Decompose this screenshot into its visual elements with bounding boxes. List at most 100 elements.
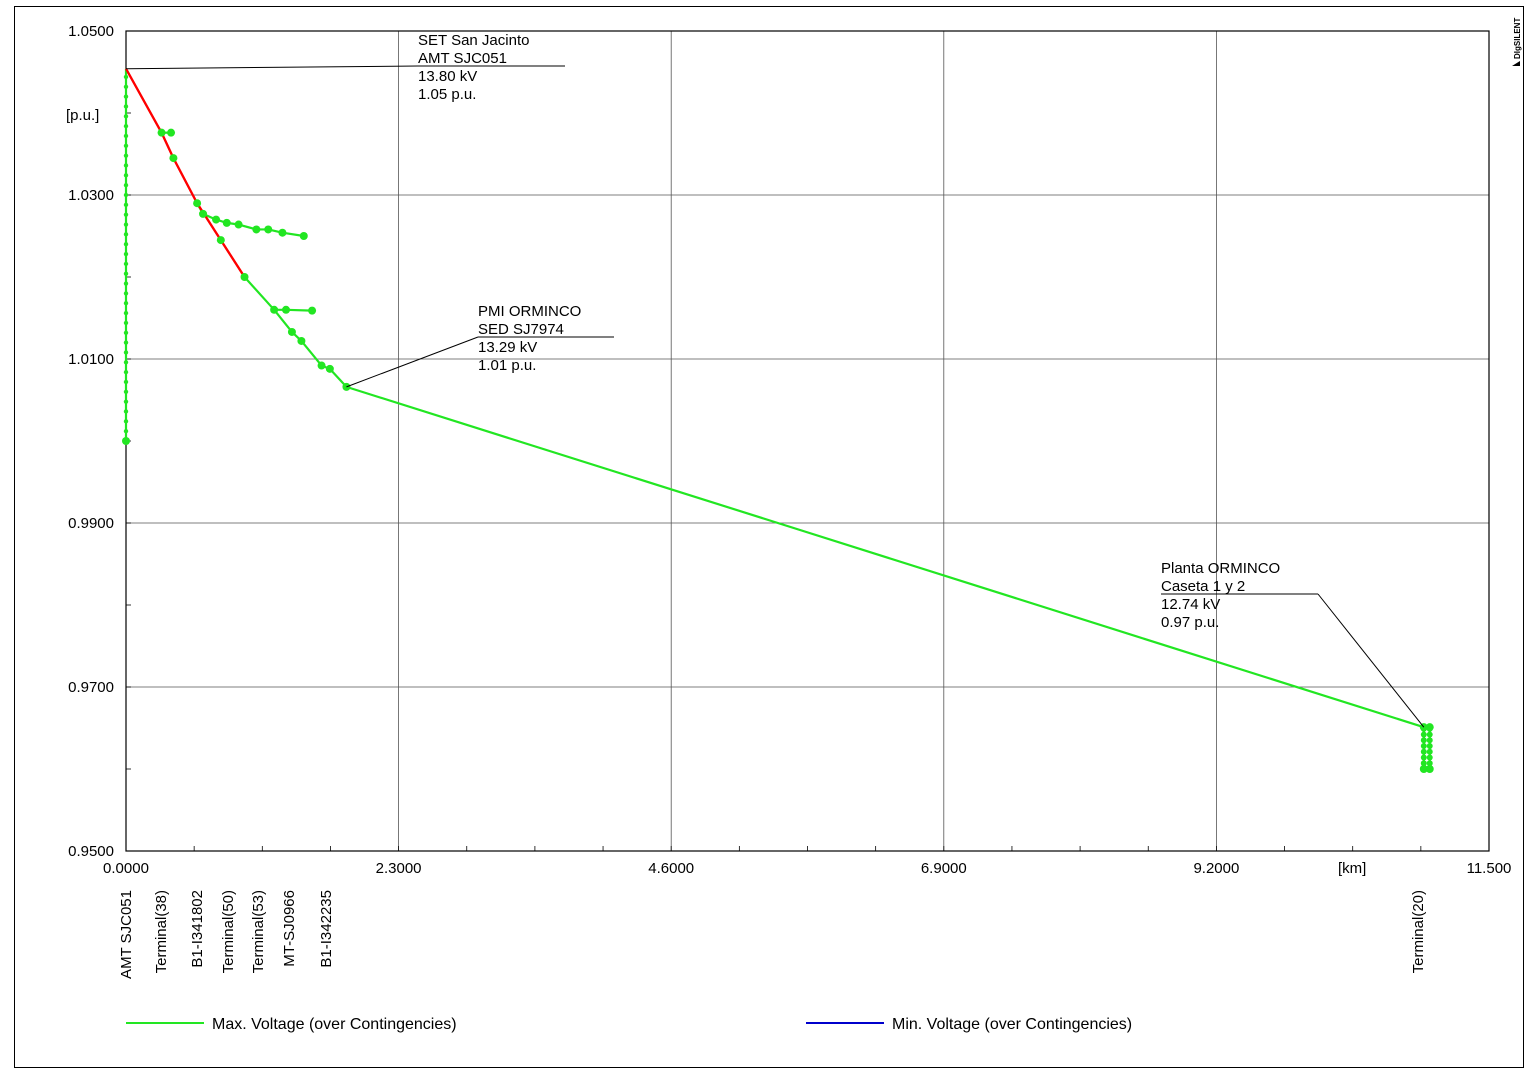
bus-marker-stack [1420,754,1427,761]
grid [126,31,1489,851]
annotation-leader-line [1317,593,1425,728]
branch-line [274,308,313,312]
data-point [282,305,291,314]
bus-marker-stack [123,399,129,404]
bus-marker-stack [123,320,129,326]
node-label: Terminal(20) [1410,890,1427,973]
bus-marker-stack [123,409,129,414]
bus-marker-stack [1426,760,1433,767]
bus-marker-stack [1420,731,1427,738]
axes: 0.0000 2.3000 4.6000 6.9000 9.2000 11.500 0.95… [68,23,1511,877]
data-point [122,437,130,445]
y-tick-label: 0.9900 [68,515,114,532]
bus-marker-stack [123,389,129,394]
x-tick-label: 2.3000 [376,860,422,877]
x-tick-label: 11.500 [1467,860,1512,877]
data-point [167,128,176,137]
annotation-text: AMT SJC051 [418,50,507,67]
annotation-text: 1.05 p.u. [418,86,476,103]
bus-marker-stack [123,330,129,335]
bus-marker-stack [123,104,129,109]
node-label: B1-I341802 [189,890,206,968]
bus-marker-stack [1426,748,1433,755]
bus-marker-stack [123,379,129,385]
data-point [240,273,249,281]
annotation-text: PMI ORMINCO [478,303,581,320]
bus-marker-stack [123,163,129,168]
data-point [216,236,225,245]
x-tick-label: 4.6000 [648,860,694,877]
series-line-max-voltage [243,276,1425,729]
data-point [252,225,261,234]
data-point [299,232,308,240]
legend: Max. Voltage (over Contingencies) Min. Vo… [126,1016,1132,1033]
bus-marker-stack [123,360,129,365]
bus-marker-stack [123,428,129,434]
bus-marker-stack [1426,743,1433,750]
node-label: B1-I342235 [318,890,335,968]
bus-marker-stack [123,261,129,267]
y-axis-label: [p.u.] [66,107,99,124]
bus-marker-stack [1420,760,1427,767]
data-point [308,306,317,315]
brand-label: DIgSILENT [1513,18,1522,59]
node-label: Terminal(38) [153,890,170,973]
plot-area-border [125,30,1490,852]
bus-marker-stack [123,271,129,276]
annotation-text: 12.74 kV [1161,596,1220,613]
bus-marker-stack [123,419,129,424]
y-tick-label: 0.9500 [68,843,114,860]
annotation-text: Caseta 1 y 2 [1161,578,1245,595]
annotation-text: SET San Jacinto [418,32,529,49]
bus-marker-stack [123,281,129,286]
bus-marker-stack [123,212,129,217]
annotation-text: 0.97 p.u. [1161,614,1219,631]
bus-marker-stack [123,143,129,148]
bus-marker-stack [123,222,129,227]
bus-marker-stack [123,369,129,375]
x-tick-label: 0.0000 [103,860,149,877]
node-labels: AMT SJC051 Terminal(38) B1-I341802 Terminal… [118,890,1427,979]
bus-marker-stack [1420,748,1427,755]
y-tick-label: 1.0300 [68,187,114,204]
data-point [169,154,178,163]
annotation-text: SED SJ7974 [478,321,564,338]
bus-marker-stack [123,291,129,296]
node-label: AMT SJC051 [118,890,135,979]
data-point [264,225,273,234]
y-tick-label: 1.0100 [68,351,114,368]
annotation-text: 13.29 kV [478,339,537,356]
bus-marker-stack [123,192,129,198]
bus-marker-stack [123,350,129,355]
data-point [1425,723,1434,732]
bus-marker-stack [123,182,129,188]
data-point [270,305,279,314]
annotation-leader-line [346,336,479,388]
y-tick-label: 0.9700 [68,679,114,696]
annotation-text: 1.01 p.u. [478,357,536,374]
legend-label: Min. Voltage (over Contingencies) [892,1016,1132,1033]
annotation-text: Planta ORMINCO [1161,560,1280,577]
bus-marker-stack [1426,754,1433,761]
logo-triangle-icon [1512,61,1520,66]
bus-marker-stack [123,232,129,237]
bus-marker-stack [123,74,129,80]
bus-marker-stack [123,153,129,158]
bus-marker-stack [123,84,129,89]
data-point [199,209,208,218]
node-label: Terminal(50) [220,890,237,973]
annotation-text: 13.80 kV [418,68,477,85]
data-point [212,215,221,224]
bus-marker-stack [123,340,129,345]
bus-marker-stack [123,310,129,316]
data-point [234,220,243,229]
bus-marker-stack [1420,737,1427,744]
data-point [317,361,326,370]
node-label: MT-SJ0966 [281,890,298,967]
node-label: Terminal(53) [250,890,267,973]
data-point [157,128,166,137]
bus-marker-stack [123,173,129,178]
bus-marker-stack [123,242,129,247]
bus-marker-stack [123,202,129,208]
